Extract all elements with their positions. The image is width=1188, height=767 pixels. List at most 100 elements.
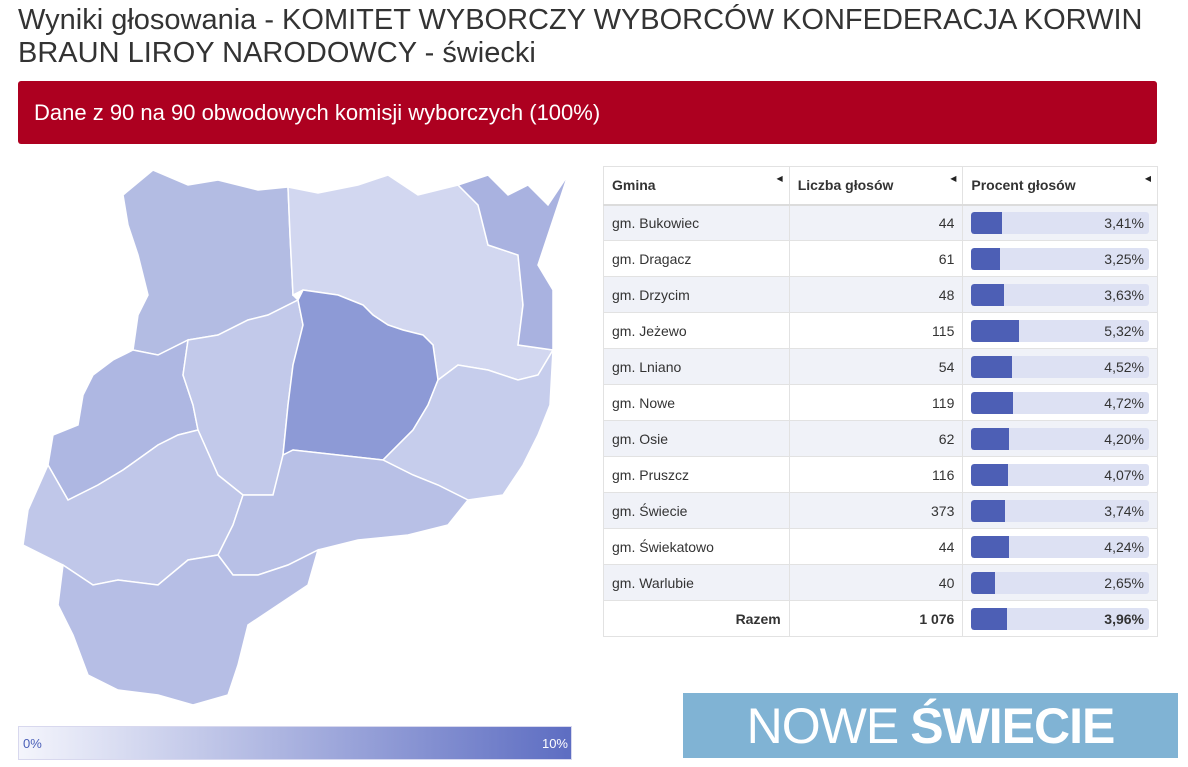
table-row: gm. Pruszcz 116 4,07% — [603, 456, 1158, 493]
percent-bar-fill — [971, 463, 1008, 486]
gmina-name: gm. Pruszcz — [603, 456, 790, 493]
legend-min-label: 0% — [23, 736, 42, 751]
percent-bar-fill — [971, 283, 1004, 306]
results-table: Gmina ◀ Liczba głosów ◀ Procent głosów ◀… — [603, 166, 1158, 637]
percent-bar: 4,52% — [971, 355, 1149, 378]
gmina-name: gm. Jeżewo — [603, 312, 790, 349]
total-percent: 3,96% — [1104, 610, 1144, 627]
column-header-votes-label: Liczba głosów — [797, 177, 894, 194]
percent-bar-fill — [971, 571, 995, 594]
gmina-name: gm. Warlubie — [603, 564, 790, 601]
percent-bar: 3,25% — [971, 247, 1149, 270]
sort-arrow-icon[interactable]: ◀ — [1144, 174, 1151, 183]
percent-bar: 3,63% — [971, 283, 1149, 306]
gmina-name: gm. Osie — [603, 420, 790, 457]
percent-bar: 5,32% — [971, 319, 1149, 342]
sort-arrow-icon[interactable]: ◀ — [776, 174, 783, 183]
gmina-name: gm. Bukowiec — [603, 204, 790, 241]
column-header-gmina[interactable]: Gmina ◀ — [603, 166, 790, 206]
gmina-name: gm. Świecie — [603, 492, 790, 529]
table-row: gm. Dragacz 61 3,25% — [603, 240, 1158, 277]
table-row: gm. Świekatowo 44 4,24% — [603, 528, 1158, 565]
column-header-percent[interactable]: Procent głosów ◀ — [962, 166, 1158, 206]
percent-value: 4,07% — [1104, 466, 1144, 483]
map-region-bukowiec[interactable] — [57, 548, 320, 706]
vote-count: 115 — [788, 312, 964, 349]
percent-value: 3,41% — [1104, 214, 1144, 231]
municipality-map — [22, 169, 569, 706]
logo-part-1: NOWE — [746, 697, 900, 754]
table-row: gm. Lniano 54 4,52% — [603, 348, 1158, 385]
percent-bar-fill — [971, 355, 1012, 378]
total-row: Razem 1 076 3,96% — [603, 600, 1158, 637]
percent-bar-fill — [971, 535, 1010, 558]
percent-cell: 4,24% — [962, 528, 1158, 565]
percent-bar-fill — [971, 211, 1002, 234]
column-header-percent-label: Procent głosów — [971, 177, 1076, 194]
percent-value: 5,32% — [1104, 322, 1144, 339]
table-header-row: Gmina ◀ Liczba głosów ◀ Procent głosów ◀ — [603, 166, 1158, 206]
table-row: gm. Świecie 373 3,74% — [603, 492, 1158, 529]
vote-count: 54 — [788, 348, 964, 385]
percent-value: 3,25% — [1104, 250, 1144, 267]
table-row: gm. Warlubie 40 2,65% — [603, 564, 1158, 601]
percent-bar-fill — [971, 607, 1007, 630]
vote-count: 62 — [788, 420, 964, 457]
percent-bar-fill — [971, 319, 1019, 342]
data-status-text: Dane z 90 na 90 obwodowych komisji wybor… — [34, 99, 601, 125]
vote-count: 40 — [788, 564, 964, 601]
percent-cell: 3,41% — [962, 204, 1158, 241]
percent-cell: 4,20% — [962, 420, 1158, 457]
column-header-votes[interactable]: Liczba głosów ◀ — [788, 166, 964, 206]
percent-value: 3,63% — [1104, 286, 1144, 303]
total-percent-cell: 3,96% — [962, 600, 1158, 637]
sort-arrow-icon[interactable]: ◀ — [950, 174, 957, 183]
percent-bar: 3,96% — [971, 607, 1149, 630]
percent-bar: 3,74% — [971, 499, 1149, 522]
percent-bar: 2,65% — [971, 571, 1149, 594]
nowe-swiecie-logo[interactable]: NOWE ŚWIECIE — [683, 693, 1178, 758]
map-region-pruszcz[interactable] — [381, 349, 554, 501]
percent-value: 3,74% — [1104, 502, 1144, 519]
percent-bar-fill — [971, 247, 1001, 270]
percent-value: 4,72% — [1104, 394, 1144, 411]
percent-value: 4,52% — [1104, 358, 1144, 375]
percent-cell: 4,72% — [962, 384, 1158, 421]
page-title: Wyniki głosowania - KOMITET WYBORCZY WYB… — [18, 4, 1143, 69]
gmina-name: gm. Lniano — [603, 348, 790, 385]
percent-bar-fill — [971, 391, 1014, 414]
percent-cell: 4,52% — [962, 348, 1158, 385]
gmina-name: gm. Świekatowo — [603, 528, 790, 565]
logo-part-2: ŚWIECIE — [910, 697, 1115, 754]
color-scale-legend: 0% 10% — [18, 726, 572, 760]
table-row: gm. Drzycim 48 3,63% — [603, 276, 1158, 313]
map-region-dragacz[interactable] — [456, 174, 569, 351]
percent-cell: 3,74% — [962, 492, 1158, 529]
table-row: gm. Bukowiec 44 3,41% — [603, 204, 1158, 241]
gmina-name: gm. Dragacz — [603, 240, 790, 277]
percent-cell: 5,32% — [962, 312, 1158, 349]
total-label: Razem — [603, 600, 790, 637]
percent-value: 4,24% — [1104, 538, 1144, 555]
vote-count: 48 — [788, 276, 964, 313]
percent-bar-fill — [971, 499, 1005, 522]
legend-max-label: 10% — [541, 736, 568, 751]
total-votes: 1 076 — [788, 600, 964, 637]
table-row: gm. Jeżewo 115 5,32% — [603, 312, 1158, 349]
vote-count: 119 — [788, 384, 964, 421]
percent-value: 4,20% — [1104, 430, 1144, 447]
column-header-gmina-label: Gmina — [612, 177, 656, 194]
percent-bar-fill — [971, 427, 1009, 450]
gmina-name: gm. Drzycim — [603, 276, 790, 313]
percent-cell: 3,63% — [962, 276, 1158, 313]
vote-count: 373 — [788, 492, 964, 529]
table-row: gm. Nowe 119 4,72% — [603, 384, 1158, 421]
data-status-banner: Dane z 90 na 90 obwodowych komisji wybor… — [18, 81, 1157, 144]
vote-count: 44 — [788, 204, 964, 241]
percent-bar: 4,20% — [971, 427, 1149, 450]
percent-cell: 3,25% — [962, 240, 1158, 277]
vote-count: 116 — [788, 456, 964, 493]
percent-cell: 4,07% — [962, 456, 1158, 493]
vote-count: 61 — [788, 240, 964, 277]
percent-bar: 3,41% — [971, 211, 1149, 234]
